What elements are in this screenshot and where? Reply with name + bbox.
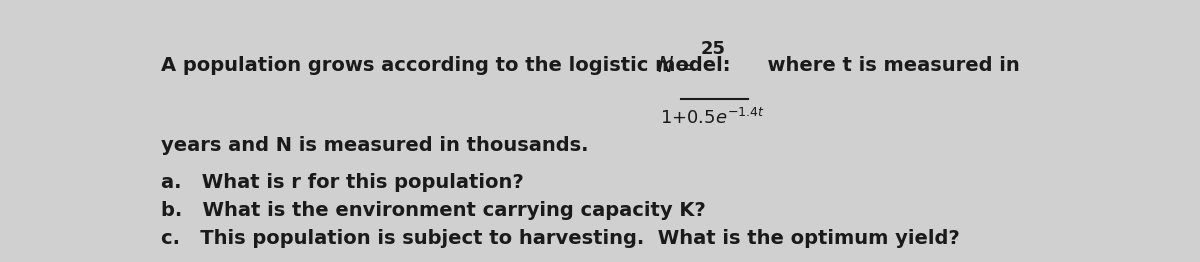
Text: a.   What is r for this population?: a. What is r for this population?: [161, 173, 524, 192]
Text: $1{+}0.5e^{-1.4t}$: $1{+}0.5e^{-1.4t}$: [660, 108, 766, 128]
Text: c.   This population is subject to harvesting.  What is the optimum yield?: c. This population is subject to harvest…: [161, 229, 960, 248]
Text: where t is measured in: where t is measured in: [754, 56, 1019, 75]
Text: $N$: $N$: [656, 56, 674, 76]
Text: $=$: $=$: [673, 56, 692, 75]
Text: 25: 25: [700, 40, 725, 58]
Text: A population grows according to the logistic model:: A population grows according to the logi…: [161, 56, 744, 75]
Text: years and N is measured in thousands.: years and N is measured in thousands.: [161, 136, 589, 155]
Text: b.   What is the environment carrying capacity K?: b. What is the environment carrying capa…: [161, 201, 706, 220]
